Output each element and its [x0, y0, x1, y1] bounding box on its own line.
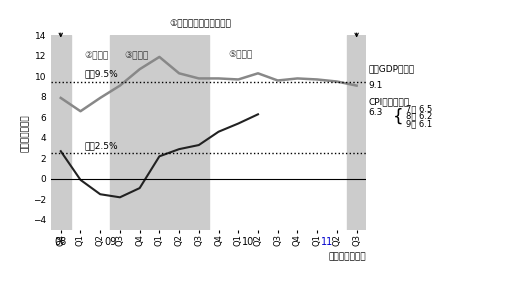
Text: 8月 6.2: 8月 6.2: [406, 112, 432, 121]
Text: 9.1: 9.1: [369, 81, 383, 90]
Text: ①スタグフレーション期: ①スタグフレーション期: [169, 20, 231, 29]
Text: 7月 6.5: 7月 6.5: [406, 105, 432, 114]
Text: ②後退期: ②後退期: [84, 51, 109, 60]
Text: （年、四半期）: （年、四半期）: [329, 253, 366, 262]
Y-axis label: （前年比、％）: （前年比、％）: [21, 114, 30, 152]
Text: 6.3: 6.3: [369, 108, 383, 117]
Text: ③回復期: ③回復期: [124, 51, 148, 60]
Text: 9月 6.1: 9月 6.1: [406, 119, 432, 128]
Bar: [110, 35, 150, 230]
Bar: [347, 35, 366, 230]
Text: CPIインフレ率: CPIインフレ率: [369, 98, 410, 106]
Text: ⑤過熱期: ⑤過熱期: [229, 51, 252, 60]
Text: 11: 11: [321, 237, 333, 247]
Bar: [150, 35, 209, 230]
Text: {: {: [393, 107, 403, 125]
Text: 実質GDP成長率: 実質GDP成長率: [369, 65, 414, 74]
Text: 平割2.5%: 平割2.5%: [84, 141, 118, 150]
Text: 10: 10: [242, 237, 254, 247]
Text: 09: 09: [104, 237, 116, 247]
Text: 平均9.5%: 平均9.5%: [84, 69, 118, 78]
Bar: [51, 35, 71, 230]
Text: 08: 08: [54, 237, 67, 247]
